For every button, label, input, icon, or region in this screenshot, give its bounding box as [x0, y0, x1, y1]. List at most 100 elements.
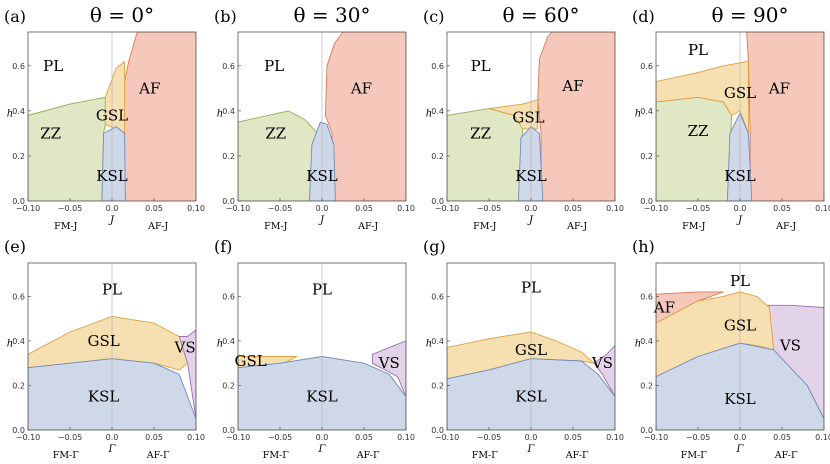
region-label-vs: VS [779, 336, 801, 354]
x-tick-label: 0.05 [564, 204, 582, 213]
regime-label-right: AF-J [147, 221, 168, 232]
y-tick-label: 0.2 [640, 152, 653, 161]
region-vs [593, 344, 615, 398]
column-title-0: θ = 0° [90, 3, 154, 27]
x-tick-label: 0.0 [525, 204, 538, 213]
panel-a: 0.0 0.2 0.4 0.6 −0.10 −0.05 0.0 0.05 0.10 h J FM-J A… [4, 7, 205, 232]
region-label-af: AF [653, 299, 675, 317]
x-tick-label: −0.10 [435, 433, 460, 442]
regime-label-left: FM-Γ [472, 450, 499, 461]
x-tick-label: 0.05 [145, 433, 163, 442]
x-tick-label: 0.05 [773, 433, 791, 442]
region-label-ksl: KSL [306, 167, 337, 185]
region-ksl [308, 121, 336, 201]
x-axis-label: Γ [736, 444, 745, 455]
regime-label-right: AF-J [775, 221, 796, 232]
y-tick-label: 0.6 [431, 62, 444, 71]
region-vs [371, 340, 406, 398]
x-tick-label: 0.05 [355, 204, 373, 213]
y-tick-label: 0.4 [12, 337, 25, 346]
x-tick-label: 0.0 [316, 433, 329, 442]
panel-label: (b) [214, 7, 237, 26]
regime-label-left: FM-J [264, 221, 288, 232]
x-tick-label: 0.10 [187, 204, 205, 213]
regime-label-right: AF-J [566, 221, 587, 232]
region-label-pl: PL [471, 57, 491, 75]
region-label-ksl: KSL [96, 167, 127, 185]
panel-c: 0.0 0.2 0.4 0.6 −0.10 −0.05 0.0 0.05 0.10 h J FM-J A… [423, 7, 624, 232]
column-title-3: θ = 90° [712, 3, 789, 27]
region-label-pl: PL [521, 278, 541, 296]
region-label-pl: PL [730, 272, 750, 290]
x-tick-label: 0.10 [606, 204, 624, 213]
panel-label: (f) [214, 237, 232, 256]
region-label-zz: ZZ [688, 122, 709, 140]
panel-label: (d) [632, 7, 655, 26]
x-tick-label: −0.05 [686, 204, 711, 213]
y-tick-label: 0.6 [640, 62, 653, 71]
region-label-ksl: KSL [515, 388, 546, 406]
regime-label-right: AF-Γ [146, 450, 170, 461]
y-tick-label: 0.2 [12, 381, 25, 390]
regime-label-left: FM-J [682, 221, 706, 232]
regime-label-left: FM-J [473, 221, 497, 232]
y-tick-label: 0.4 [12, 107, 25, 116]
panel-g: 0.0 0.2 0.4 0.6 −0.10 −0.05 0.0 0.05 0.10 h Γ FM-Γ A… [423, 237, 624, 461]
region-zz [656, 96, 733, 201]
panel-label: (g) [423, 237, 446, 256]
panel-label: (c) [423, 7, 444, 26]
x-tick-label: 0.0 [734, 433, 747, 442]
y-tick-label: 0.2 [222, 152, 235, 161]
region-label-zz: ZZ [470, 124, 491, 142]
x-tick-label: −0.05 [58, 433, 83, 442]
y-axis-label: h [426, 339, 432, 350]
y-tick-label: 0.4 [222, 337, 235, 346]
panel-b: 0.0 0.2 0.4 0.6 −0.10 −0.05 0.0 0.05 0.10 h J FM-J A… [214, 7, 415, 232]
x-tick-label: −0.10 [226, 204, 251, 213]
region-label-pl: PL [312, 281, 332, 299]
x-tick-label: −0.10 [435, 204, 460, 213]
panel-label: (a) [4, 7, 26, 26]
x-tick-label: −0.05 [477, 433, 502, 442]
y-tick-label: 0.6 [12, 292, 25, 301]
region-label-gsl: GSL [512, 109, 544, 127]
x-tick-label: −0.10 [16, 204, 41, 213]
x-tick-label: 0.0 [106, 433, 119, 442]
y-tick-label: 0.2 [431, 381, 444, 390]
y-tick-label: 0.4 [431, 337, 444, 346]
regime-label-right: AF-Γ [356, 450, 380, 461]
region-ksl [101, 126, 126, 201]
y-tick-label: 0.0 [222, 426, 235, 435]
region-label-pl: PL [43, 57, 63, 75]
y-axis-label: h [7, 109, 13, 120]
x-tick-label: 0.05 [145, 204, 163, 213]
region-label-pl: PL [688, 41, 708, 59]
region-label-pl: PL [102, 281, 122, 299]
x-tick-label: −0.05 [268, 433, 293, 442]
x-tick-label: 0.10 [606, 433, 624, 442]
region-zz [28, 96, 106, 201]
region-label-gsl: GSL [87, 332, 119, 350]
x-tick-label: 0.0 [525, 433, 538, 442]
x-axis-label: J [527, 215, 534, 226]
y-tick-label: 0.0 [640, 426, 653, 435]
x-tick-label: −0.05 [686, 433, 711, 442]
y-axis-label: h [426, 109, 432, 120]
x-tick-label: 0.10 [815, 433, 830, 442]
region-zz [447, 108, 524, 201]
x-tick-label: 0.10 [815, 204, 830, 213]
y-tick-label: 0.6 [12, 62, 25, 71]
region-label-af: AF [138, 79, 160, 97]
region-label-vs: VS [591, 354, 613, 372]
x-tick-label: −0.05 [268, 204, 293, 213]
column-title-2: θ = 60° [503, 3, 580, 27]
region-label-ksl: KSL [88, 388, 119, 406]
region-label-gsl: GSL [515, 341, 547, 359]
y-tick-label: 0.0 [431, 197, 444, 206]
y-tick-label: 0.0 [12, 197, 25, 206]
region-label-ksl: KSL [724, 390, 755, 408]
region-label-gsl: GSL [724, 84, 756, 102]
y-axis-label: h [217, 109, 223, 120]
y-tick-label: 0.6 [222, 292, 235, 301]
